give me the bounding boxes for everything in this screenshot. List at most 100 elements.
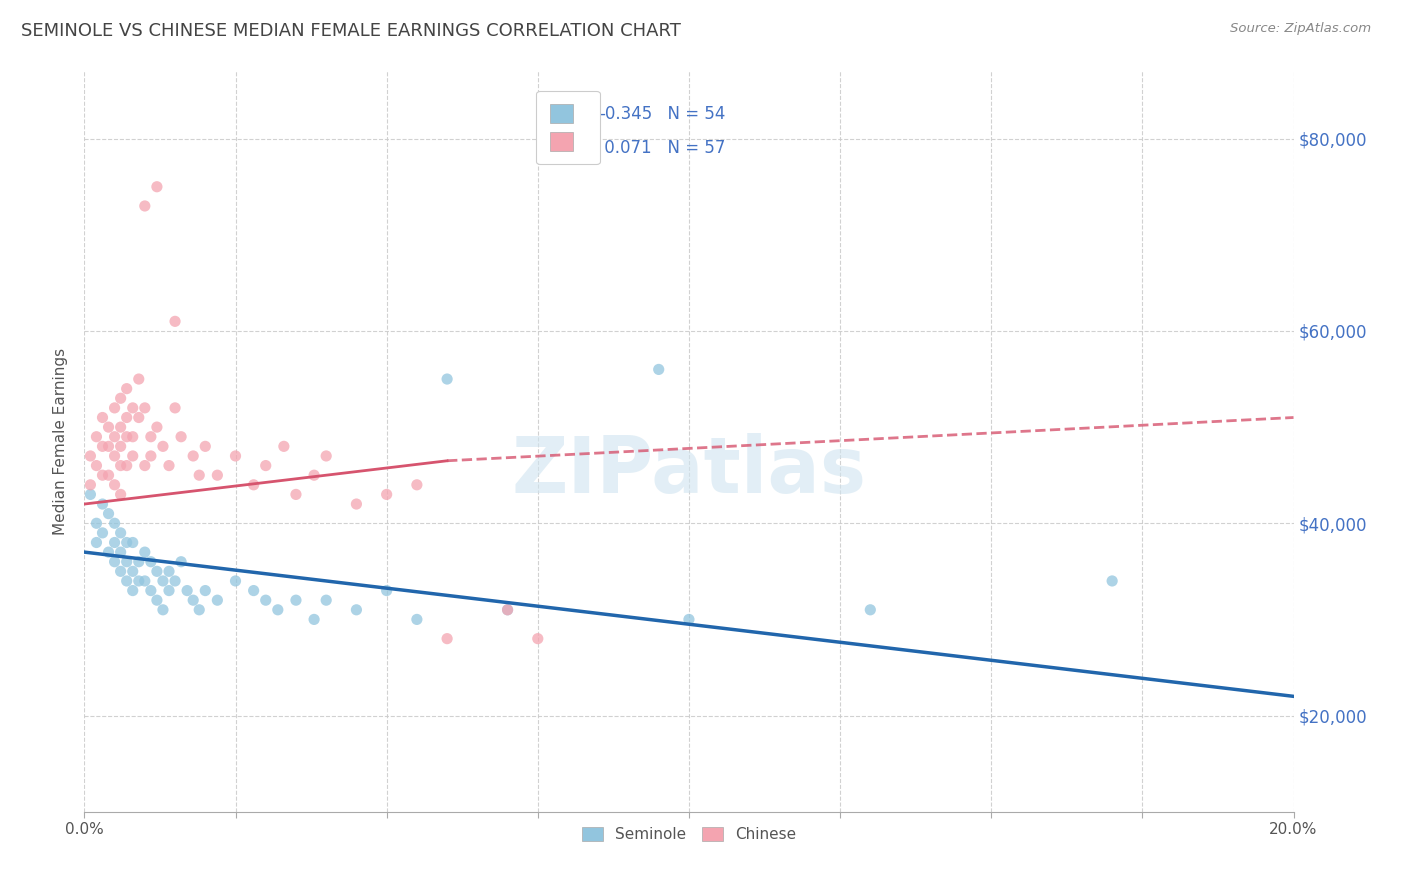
- Y-axis label: Median Female Earnings: Median Female Earnings: [53, 348, 69, 535]
- Point: [678, 612, 700, 626]
- Point: [188, 603, 211, 617]
- Point: [134, 199, 156, 213]
- Point: [152, 439, 174, 453]
- Point: [527, 632, 550, 646]
- Point: [146, 420, 169, 434]
- Point: [97, 468, 120, 483]
- Point: [165, 401, 187, 415]
- Point: [157, 458, 180, 473]
- Point: [104, 516, 127, 531]
- Text: 0.071: 0.071: [599, 139, 652, 158]
- Point: [170, 430, 193, 444]
- Point: [115, 430, 138, 444]
- Point: [110, 565, 132, 579]
- Point: [436, 632, 458, 646]
- Text: ZIPatlas: ZIPatlas: [512, 434, 866, 509]
- Point: [121, 401, 143, 415]
- Point: [110, 545, 132, 559]
- Point: [496, 603, 519, 617]
- Point: [1101, 574, 1123, 588]
- Point: [134, 545, 156, 559]
- Text: SEMINOLE VS CHINESE MEDIAN FEMALE EARNINGS CORRELATION CHART: SEMINOLE VS CHINESE MEDIAN FEMALE EARNIN…: [21, 22, 681, 40]
- Point: [91, 525, 114, 540]
- Point: [254, 458, 277, 473]
- Point: [121, 583, 143, 598]
- Point: [79, 487, 101, 501]
- Point: [115, 574, 138, 588]
- Point: [207, 593, 229, 607]
- Point: [121, 565, 143, 579]
- Point: [165, 574, 187, 588]
- Point: [97, 439, 120, 453]
- Point: [170, 555, 193, 569]
- Point: [110, 458, 132, 473]
- Point: [134, 574, 156, 588]
- Point: [128, 555, 150, 569]
- Point: [152, 603, 174, 617]
- Point: [79, 478, 101, 492]
- Point: [188, 468, 211, 483]
- Point: [139, 430, 162, 444]
- Point: [128, 372, 150, 386]
- Point: [254, 593, 277, 607]
- Point: [375, 583, 398, 598]
- Point: [406, 612, 429, 626]
- Point: [146, 565, 169, 579]
- Point: [97, 420, 120, 434]
- Point: [375, 487, 398, 501]
- Point: [242, 583, 264, 598]
- Point: [496, 603, 519, 617]
- Point: [86, 458, 108, 473]
- Point: [315, 593, 337, 607]
- Point: [91, 468, 114, 483]
- Point: [139, 449, 162, 463]
- Point: [97, 545, 120, 559]
- Point: [121, 535, 143, 549]
- Text: Source: ZipAtlas.com: Source: ZipAtlas.com: [1230, 22, 1371, 36]
- Point: [648, 362, 671, 376]
- Point: [86, 535, 108, 549]
- Point: [134, 458, 156, 473]
- Point: [181, 593, 204, 607]
- Point: [115, 535, 138, 549]
- Point: [176, 583, 198, 598]
- Legend: Seminole, Chinese: Seminole, Chinese: [575, 822, 803, 848]
- Point: [110, 487, 132, 501]
- Point: [406, 478, 429, 492]
- Point: [86, 516, 108, 531]
- Point: [207, 468, 229, 483]
- Point: [115, 555, 138, 569]
- Point: [110, 391, 132, 405]
- Point: [134, 401, 156, 415]
- Point: [181, 449, 204, 463]
- Point: [273, 439, 295, 453]
- Point: [104, 401, 127, 415]
- Point: [91, 439, 114, 453]
- Point: [104, 478, 127, 492]
- Point: [86, 430, 108, 444]
- Point: [285, 487, 308, 501]
- Point: [121, 430, 143, 444]
- Point: [104, 555, 127, 569]
- Text: N = 54: N = 54: [657, 104, 725, 122]
- Text: R =: R =: [548, 104, 585, 122]
- Point: [194, 439, 217, 453]
- Point: [346, 603, 368, 617]
- Text: -0.345: -0.345: [599, 104, 652, 122]
- Point: [436, 372, 458, 386]
- Point: [302, 612, 325, 626]
- Point: [104, 535, 127, 549]
- Point: [242, 478, 264, 492]
- Point: [146, 593, 169, 607]
- Point: [285, 593, 308, 607]
- Point: [128, 410, 150, 425]
- Point: [315, 449, 337, 463]
- Point: [152, 574, 174, 588]
- Point: [91, 410, 114, 425]
- Point: [104, 449, 127, 463]
- Point: [79, 449, 101, 463]
- Point: [139, 555, 162, 569]
- Point: [115, 458, 138, 473]
- Point: [157, 565, 180, 579]
- Point: [97, 507, 120, 521]
